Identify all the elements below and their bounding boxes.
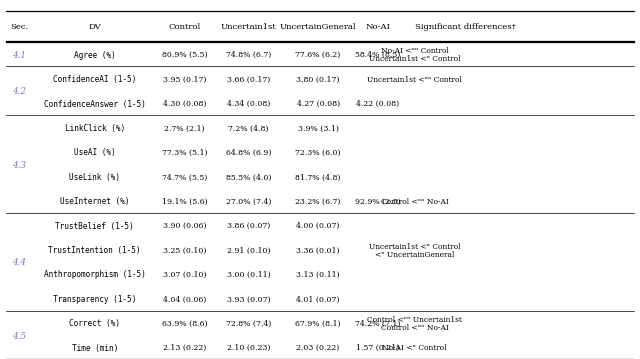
Text: 72.8% (7.4): 72.8% (7.4) [226,320,271,328]
Text: 27.0% (7.4): 27.0% (7.4) [226,198,271,206]
Text: Anthropomorphism (1-5): Anthropomorphism (1-5) [44,270,145,280]
Text: Control <ⁿⁿ No-AI: Control <ⁿⁿ No-AI [381,198,449,206]
Text: 19.1% (5.6): 19.1% (5.6) [161,198,207,206]
Text: 77.3% (5.1): 77.3% (5.1) [161,149,207,157]
Text: 4.01 (0.07): 4.01 (0.07) [296,295,340,303]
Text: UseAI (%): UseAI (%) [74,148,116,158]
Text: 80.9% (5.5): 80.9% (5.5) [161,51,207,59]
Text: 23.2% (6.7): 23.2% (6.7) [296,198,340,206]
Text: 4.27 (0.08): 4.27 (0.08) [296,100,340,108]
Text: 72.3% (6.0): 72.3% (6.0) [295,149,341,157]
Text: UseLink (%): UseLink (%) [69,173,120,182]
Text: 7.2% (4.8): 7.2% (4.8) [228,125,269,132]
Text: 3.93 (0.07): 3.93 (0.07) [227,295,270,303]
Text: 2.7% (2.1): 2.7% (2.1) [164,125,205,132]
Text: LinkClick (%): LinkClick (%) [65,124,125,133]
Text: 3.36 (0.01): 3.36 (0.01) [296,247,340,255]
Text: 4.2: 4.2 [12,87,26,97]
Text: ConfidenceAI (1-5): ConfidenceAI (1-5) [53,75,136,84]
Text: UseInternet (%): UseInternet (%) [60,197,129,206]
Text: Control <ⁿⁿ No-AI: Control <ⁿⁿ No-AI [381,324,449,332]
Text: 3.80 (0.17): 3.80 (0.17) [296,76,340,84]
Text: 4.34 (0.08): 4.34 (0.08) [227,100,270,108]
Text: TrustBelief (1-5): TrustBelief (1-5) [56,222,134,231]
Text: Control <ⁿⁿ Uncertain1st: Control <ⁿⁿ Uncertain1st [367,316,462,324]
Text: 4.22 (0.08): 4.22 (0.08) [356,100,399,108]
Text: 64.8% (6.9): 64.8% (6.9) [226,149,271,157]
Text: 4.4: 4.4 [12,258,26,267]
Text: Significant differences†: Significant differences† [415,23,516,31]
Text: ConfidenceAnswer (1-5): ConfidenceAnswer (1-5) [44,99,145,109]
Text: 3.07 (0.10): 3.07 (0.10) [163,271,206,279]
Text: 3.66 (0.17): 3.66 (0.17) [227,76,270,84]
Text: 3.9% (3.1): 3.9% (3.1) [298,125,339,132]
Text: 67.9% (8.1): 67.9% (8.1) [295,320,341,328]
Text: 77.6% (6.2): 77.6% (6.2) [296,51,340,59]
Text: Transparency (1-5): Transparency (1-5) [53,295,136,304]
Text: 74.7% (5.5): 74.7% (5.5) [162,173,207,181]
Text: Uncertain1st <ⁿ Control: Uncertain1st <ⁿ Control [369,55,460,63]
Text: 3.13 (0.11): 3.13 (0.11) [296,271,340,279]
Text: 4.00 (0.07): 4.00 (0.07) [296,222,340,230]
Text: 4.3: 4.3 [12,160,26,170]
Text: 63.9% (8.6): 63.9% (8.6) [161,320,207,328]
Text: 4.30 (0.08): 4.30 (0.08) [163,100,206,108]
Text: 3.25 (0.10): 3.25 (0.10) [163,247,206,255]
Text: Agree (%): Agree (%) [74,51,116,60]
Text: No-AI <ⁿⁿ Control: No-AI <ⁿⁿ Control [381,47,449,55]
Text: 74.2% (7.1): 74.2% (7.1) [355,320,400,328]
Text: 2.03 (0.22): 2.03 (0.22) [296,344,340,352]
Text: 4.5: 4.5 [12,331,26,341]
Text: 3.86 (0.07): 3.86 (0.07) [227,222,270,230]
Text: 3.95 (0.17): 3.95 (0.17) [163,76,206,84]
Text: No-AI <ⁿ Control: No-AI <ⁿ Control [383,344,447,352]
Text: 4.04 (0.06): 4.04 (0.06) [163,295,206,303]
Text: 2.10 (0.23): 2.10 (0.23) [227,344,270,352]
Text: Uncertain1st: Uncertain1st [220,23,276,31]
Text: 3.90 (0.06): 3.90 (0.06) [163,222,206,230]
Text: 85.5% (4.0): 85.5% (4.0) [226,173,271,181]
Text: Correct (%): Correct (%) [69,319,120,328]
Text: UncertainGeneral: UncertainGeneral [280,23,356,31]
Text: 2.13 (0.22): 2.13 (0.22) [163,344,206,352]
Text: 4.1: 4.1 [12,51,26,60]
Text: Time (min): Time (min) [72,344,118,353]
Text: <ⁿ UncertainGeneral: <ⁿ UncertainGeneral [375,251,454,258]
Text: DV: DV [88,23,101,31]
Text: Control: Control [168,23,200,31]
Text: 2.91 (0.10): 2.91 (0.10) [227,247,270,255]
Text: 74.8% (6.7): 74.8% (6.7) [226,51,271,59]
Text: 58.4% (8.5): 58.4% (8.5) [355,51,400,59]
Text: 81.7% (4.8): 81.7% (4.8) [296,173,340,181]
Text: Sec.: Sec. [10,23,28,31]
Text: 92.9% (2.5): 92.9% (2.5) [355,198,401,206]
Text: 1.57 (0.21): 1.57 (0.21) [356,344,399,352]
Text: Uncertain1st <ⁿⁿ Control: Uncertain1st <ⁿⁿ Control [367,76,462,84]
Text: No-AI: No-AI [365,23,390,31]
Text: 3.00 (0.11): 3.00 (0.11) [227,271,270,279]
Text: Uncertain1st <ⁿ Control: Uncertain1st <ⁿ Control [369,243,460,251]
Text: TrustIntention (1-5): TrustIntention (1-5) [49,246,141,255]
